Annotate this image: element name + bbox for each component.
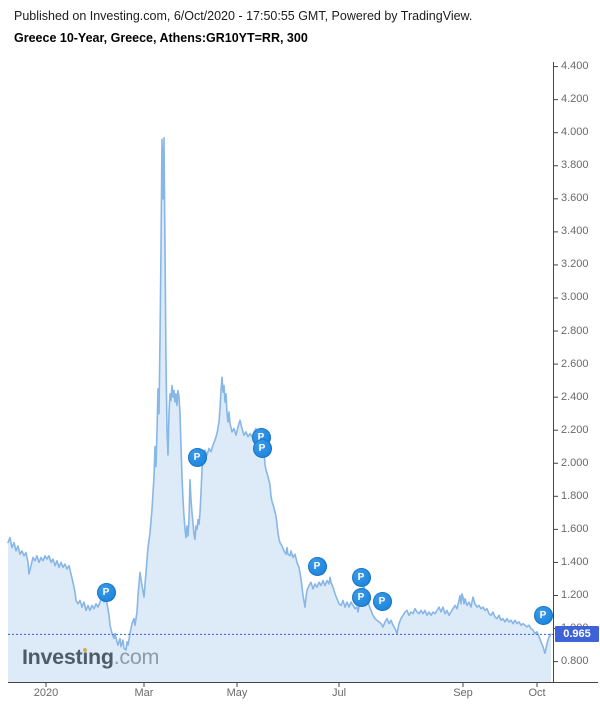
x-axis-tick-label: Sep bbox=[453, 687, 473, 699]
y-axis-tick-label: 4.200 bbox=[561, 93, 589, 106]
y-axis-tick-label: 1.800 bbox=[561, 489, 589, 502]
y-axis-tick-label: 1.200 bbox=[561, 588, 589, 601]
y-axis-tick-label: 2.000 bbox=[561, 456, 589, 469]
event-marker-p[interactable]: P bbox=[307, 556, 327, 576]
y-axis-tick-label: 2.800 bbox=[561, 324, 589, 337]
y-axis-tick-label: 3.200 bbox=[561, 258, 589, 271]
logo-text-i: ı bbox=[82, 645, 88, 669]
y-axis-tick-label: 3.000 bbox=[561, 291, 589, 304]
y-axis-tick-label: 4.400 bbox=[561, 60, 589, 73]
event-marker-p[interactable]: P bbox=[533, 605, 553, 625]
published-on-line: Published on Investing.com, 6/Oct/2020 -… bbox=[14, 9, 473, 23]
y-axis-tick-label: 2.200 bbox=[561, 423, 589, 436]
y-axis-tick-label: 1.400 bbox=[561, 555, 589, 568]
y-axis-tick-label: 3.400 bbox=[561, 225, 589, 238]
x-axis-tick-label: Jul bbox=[331, 687, 347, 699]
investing-logo: Investıng.com bbox=[22, 645, 159, 670]
event-marker-p[interactable]: P bbox=[252, 438, 272, 458]
logo-text-invest: Invest bbox=[22, 645, 83, 669]
x-axis-tick-label: May bbox=[226, 687, 248, 699]
y-axis-tick-label: 3.600 bbox=[561, 192, 589, 205]
x-axis-tick-label: Mar bbox=[134, 687, 154, 699]
logo-orange-dot-icon bbox=[83, 647, 88, 652]
x-axis-tick-label: 2020 bbox=[33, 687, 59, 699]
y-axis-tick-label: 2.400 bbox=[561, 390, 589, 403]
y-axis-tick-label: 2.600 bbox=[561, 357, 589, 370]
logo-text-ng: ng bbox=[88, 645, 114, 669]
y-axis-tick-label: 3.800 bbox=[561, 159, 589, 172]
last-price-badge: 0.965 bbox=[555, 626, 599, 643]
event-marker-p[interactable]: P bbox=[351, 587, 371, 607]
x-axis-tick-label: Oct bbox=[528, 687, 546, 699]
event-marker-p[interactable]: P bbox=[96, 582, 116, 602]
chart-title: Greece 10-Year, Greece, Athens:GR10YT=RR… bbox=[14, 31, 308, 45]
y-axis-tick-label: 1.600 bbox=[561, 522, 589, 535]
logo-text-com: .com bbox=[114, 645, 160, 669]
event-marker-p[interactable]: P bbox=[351, 567, 371, 587]
event-marker-p[interactable]: P bbox=[187, 447, 207, 467]
y-axis-tick-label: 0.800 bbox=[561, 655, 589, 668]
y-axis-tick-label: 4.000 bbox=[561, 126, 589, 139]
event-marker-p[interactable]: P bbox=[372, 591, 392, 611]
